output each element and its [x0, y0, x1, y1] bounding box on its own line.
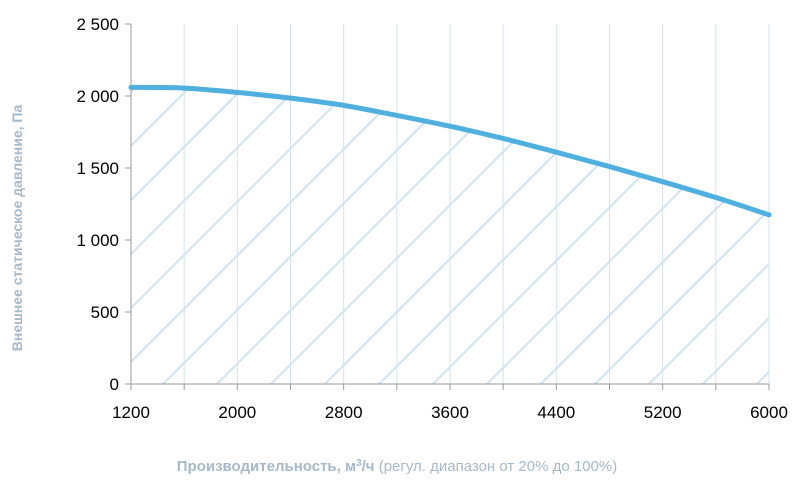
hatch-line [486, 87, 769, 385]
y-tick-label: 1 500 [76, 159, 119, 178]
y-tick-label: 0 [110, 375, 119, 394]
x-axis-label: Производительность, м3/ч (регул. диапазо… [177, 458, 618, 476]
hatch-line [540, 87, 769, 385]
x-tick-label: 6000 [750, 403, 788, 422]
hatch-line [270, 87, 632, 385]
y-tick-label: 500 [91, 303, 119, 322]
x-tick-labels: 1200 2000 2800 3600 4400 5200 6000 [112, 403, 788, 422]
hatch-line [131, 87, 470, 385]
y-tick-label: 1 000 [76, 231, 119, 250]
x-tick-label: 5200 [644, 403, 682, 422]
x-tick-label: 2800 [325, 403, 363, 422]
x-tick-label: 2000 [218, 403, 256, 422]
hatch-line [648, 87, 769, 385]
hatch-line [131, 87, 200, 385]
hatch-line [131, 87, 308, 385]
x-axis-label-superscript: 3 [356, 458, 362, 469]
hatch-line [594, 87, 769, 385]
x-tick-label: 3600 [431, 403, 469, 422]
hatch-line [162, 87, 524, 385]
hatch-line [131, 87, 254, 385]
x-axis-label-note: (регул. диапазон от 20% до 100%) [375, 458, 618, 475]
hatch-line [324, 87, 686, 385]
hatch-line [756, 87, 769, 385]
x-axis-label-unit: /ч [362, 458, 375, 475]
y-tick-label: 2 000 [76, 87, 119, 106]
hatch-line [378, 87, 740, 385]
hatch-line [432, 87, 769, 385]
series-line [128, 84, 772, 218]
x-tick-label: 4400 [537, 403, 575, 422]
axes [125, 23, 770, 390]
hatch-line [131, 87, 416, 385]
y-axis-label: Внешнее статическое давление, Па [9, 105, 25, 352]
area-hatch-fill [131, 87, 769, 385]
hatch-line [702, 87, 769, 385]
y-tick-labels: 0 500 1 000 1 500 2 000 2 500 [76, 15, 119, 394]
x-tick-label: 1200 [112, 403, 150, 422]
x-axis-label-main: Производительность, м [177, 458, 356, 475]
hatch-line [131, 87, 362, 385]
y-tick-label: 2 500 [76, 15, 119, 34]
hatch-line [216, 87, 578, 385]
